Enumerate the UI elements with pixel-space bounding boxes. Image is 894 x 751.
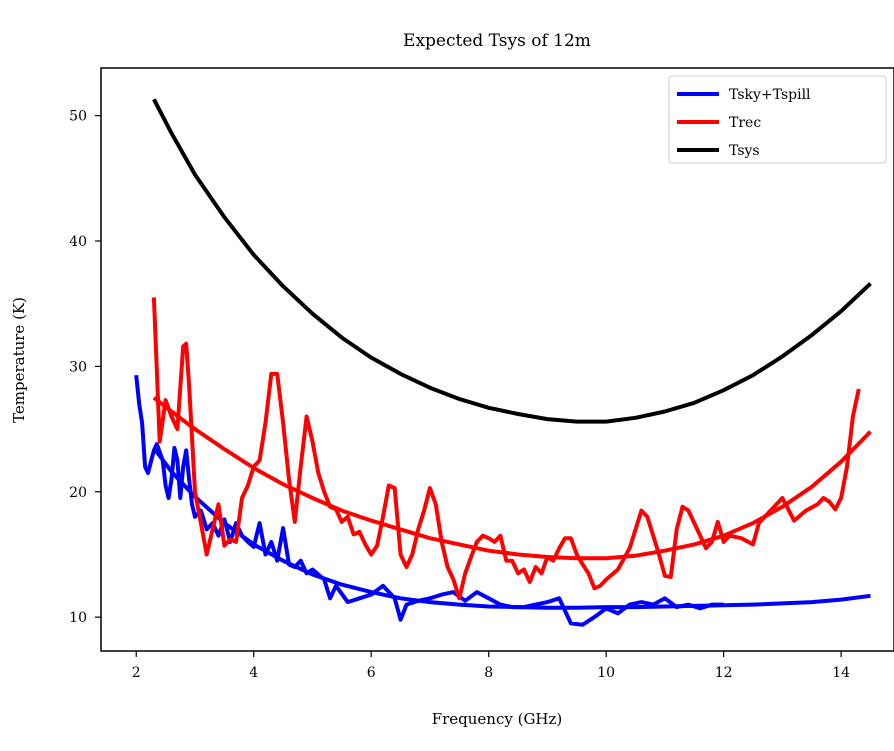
- legend-label-trec: Trec: [729, 115, 761, 131]
- x-tick-label: 14: [832, 665, 850, 681]
- tsky-tspill-raw-line: [134, 374, 724, 627]
- legend-label-tsky: Tsky+Tspill: [729, 87, 811, 103]
- x-axis-label: Frequency (GHz): [432, 710, 563, 728]
- legend-box: [668, 75, 887, 164]
- chart-title: Expected Tsys of 12m: [403, 31, 591, 51]
- x-tick-label: 6: [367, 665, 376, 681]
- x-tick-label: 8: [484, 665, 493, 681]
- y-tick-label: 30: [69, 359, 87, 375]
- y-tick-label: 40: [69, 234, 87, 250]
- legend: Tsky+Tspill Trec Tsys: [668, 75, 887, 164]
- y-tick-label: 20: [69, 485, 87, 501]
- tsys-line: [152, 98, 872, 424]
- tsky-tspill-fit-line: [152, 446, 871, 610]
- series-layer: [134, 98, 872, 627]
- x-axis: 2 4 6 8 10 12 14: [132, 651, 850, 681]
- y-tick-label: 50: [69, 109, 87, 125]
- x-tick-label: 2: [132, 665, 141, 681]
- trec-fit-line: [152, 396, 872, 561]
- x-tick-label: 10: [597, 665, 615, 681]
- legend-label-tsys: Tsys: [729, 143, 760, 159]
- y-axis-label: Temperature (K): [10, 297, 28, 423]
- x-tick-label: 4: [249, 665, 258, 681]
- y-tick-label: 10: [69, 610, 87, 626]
- x-tick-label: 12: [715, 665, 733, 681]
- y-axis: 10 20 30 40 50: [69, 109, 101, 626]
- plot-area: [100, 67, 894, 652]
